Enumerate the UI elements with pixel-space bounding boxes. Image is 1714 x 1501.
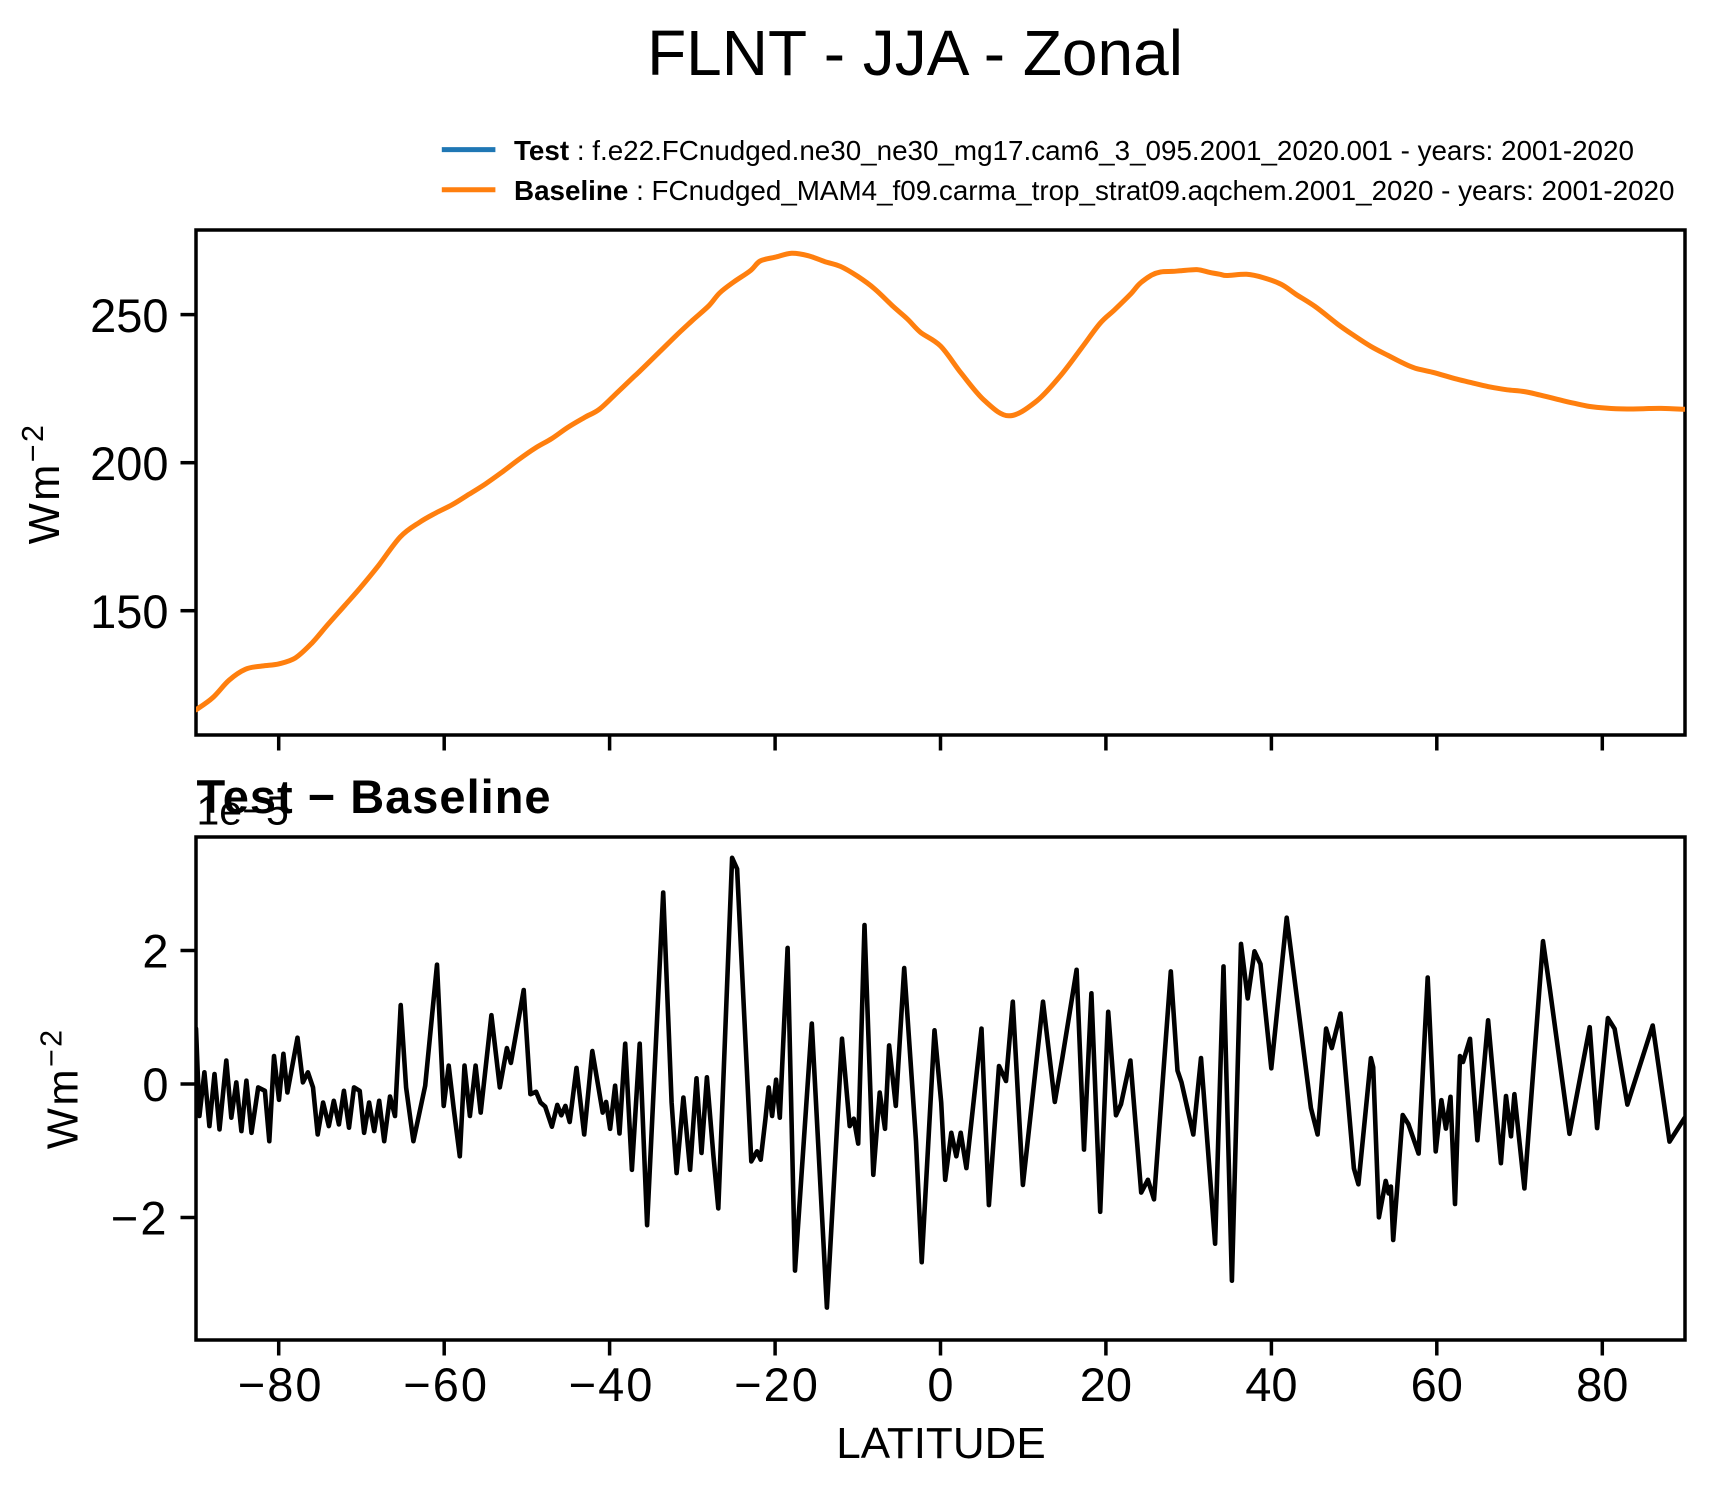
- svg-text:40: 40: [1245, 1358, 1297, 1411]
- svg-text:0: 0: [142, 1058, 168, 1111]
- svg-text:Test : f.e22.FCnudged.ne30_ne3: Test : f.e22.FCnudged.ne30_ne30_mg17.cam…: [514, 135, 1634, 166]
- svg-text:1e−5: 1e−5: [197, 788, 289, 834]
- svg-text:−2: −2: [111, 1192, 169, 1245]
- svg-text:200: 200: [90, 437, 168, 490]
- svg-text:LATITUDE: LATITUDE: [836, 1419, 1045, 1468]
- svg-text:60: 60: [1411, 1358, 1463, 1411]
- svg-text:Baseline : FCnudged_MAM4_f09.c: Baseline : FCnudged_MAM4_f09.carma_trop_…: [514, 175, 1674, 206]
- svg-text:FLNT - JJA - Zonal: FLNT - JJA - Zonal: [647, 17, 1183, 89]
- svg-text:−40: −40: [569, 1358, 655, 1411]
- svg-text:0: 0: [927, 1358, 953, 1411]
- svg-text:−60: −60: [403, 1358, 489, 1411]
- svg-text:80: 80: [1576, 1358, 1628, 1411]
- svg-text:−80: −80: [238, 1358, 324, 1411]
- svg-text:−20: −20: [734, 1358, 820, 1411]
- svg-text:150: 150: [90, 585, 168, 638]
- svg-text:2: 2: [142, 925, 168, 978]
- svg-text:250: 250: [90, 289, 168, 342]
- svg-text:Wm−2: Wm−2: [16, 423, 69, 545]
- svg-text:Test − Baseline: Test − Baseline: [197, 770, 552, 823]
- svg-text:20: 20: [1080, 1358, 1132, 1411]
